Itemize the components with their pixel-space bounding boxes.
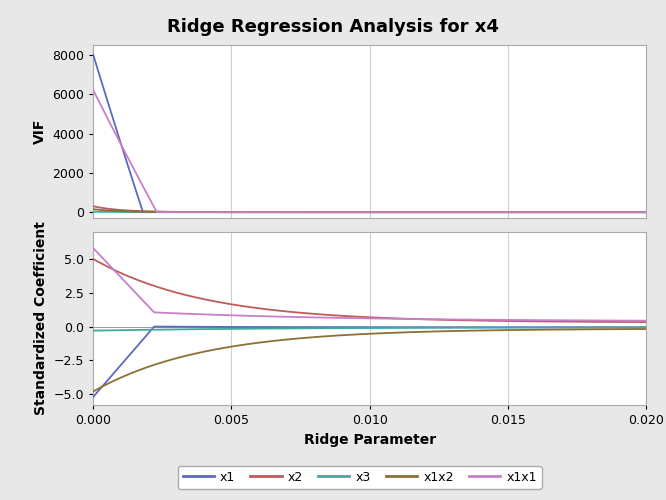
Legend: x1, x2, x3, x1x2, x1x1: x1, x2, x3, x1x2, x1x1 [178, 466, 541, 489]
X-axis label: Ridge Parameter: Ridge Parameter [304, 432, 436, 446]
Y-axis label: VIF: VIF [33, 119, 47, 144]
Y-axis label: Standardized Coefficient: Standardized Coefficient [34, 222, 48, 416]
Text: Ridge Regression Analysis for x4: Ridge Regression Analysis for x4 [167, 18, 499, 36]
